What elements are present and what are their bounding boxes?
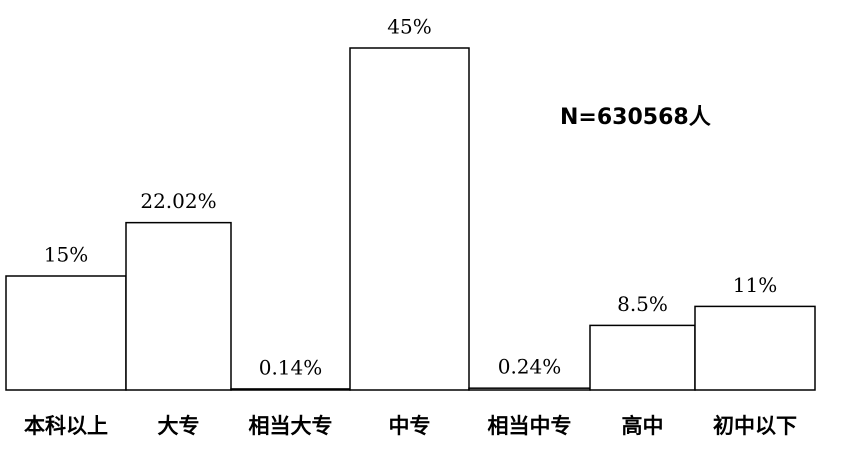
x-tick-label: 高中 [622, 414, 664, 438]
x-tick-label: 初中以下 [713, 414, 797, 438]
bar [230, 388, 351, 391]
x-tick-label: 大专 [158, 414, 200, 438]
bar [125, 221, 232, 391]
bar [5, 275, 127, 391]
bar [589, 324, 696, 391]
bar [694, 305, 816, 391]
x-tick-label: 相当大专 [249, 414, 333, 438]
value-label: 8.5% [617, 292, 668, 316]
annotation: N=630568人 [560, 105, 711, 130]
x-tick-label: 中专 [389, 414, 431, 438]
x-tick-label: 本科以上 [24, 414, 108, 438]
value-label: 0.24% [498, 355, 562, 379]
bar [468, 387, 591, 391]
value-label: 0.14% [259, 355, 323, 379]
value-label: 15% [44, 243, 88, 267]
bar [349, 47, 470, 391]
value-label: 22.02% [140, 189, 216, 213]
value-label: 45% [387, 15, 431, 39]
x-tick-label: 相当中专 [488, 414, 572, 438]
value-label: 11% [733, 273, 777, 297]
